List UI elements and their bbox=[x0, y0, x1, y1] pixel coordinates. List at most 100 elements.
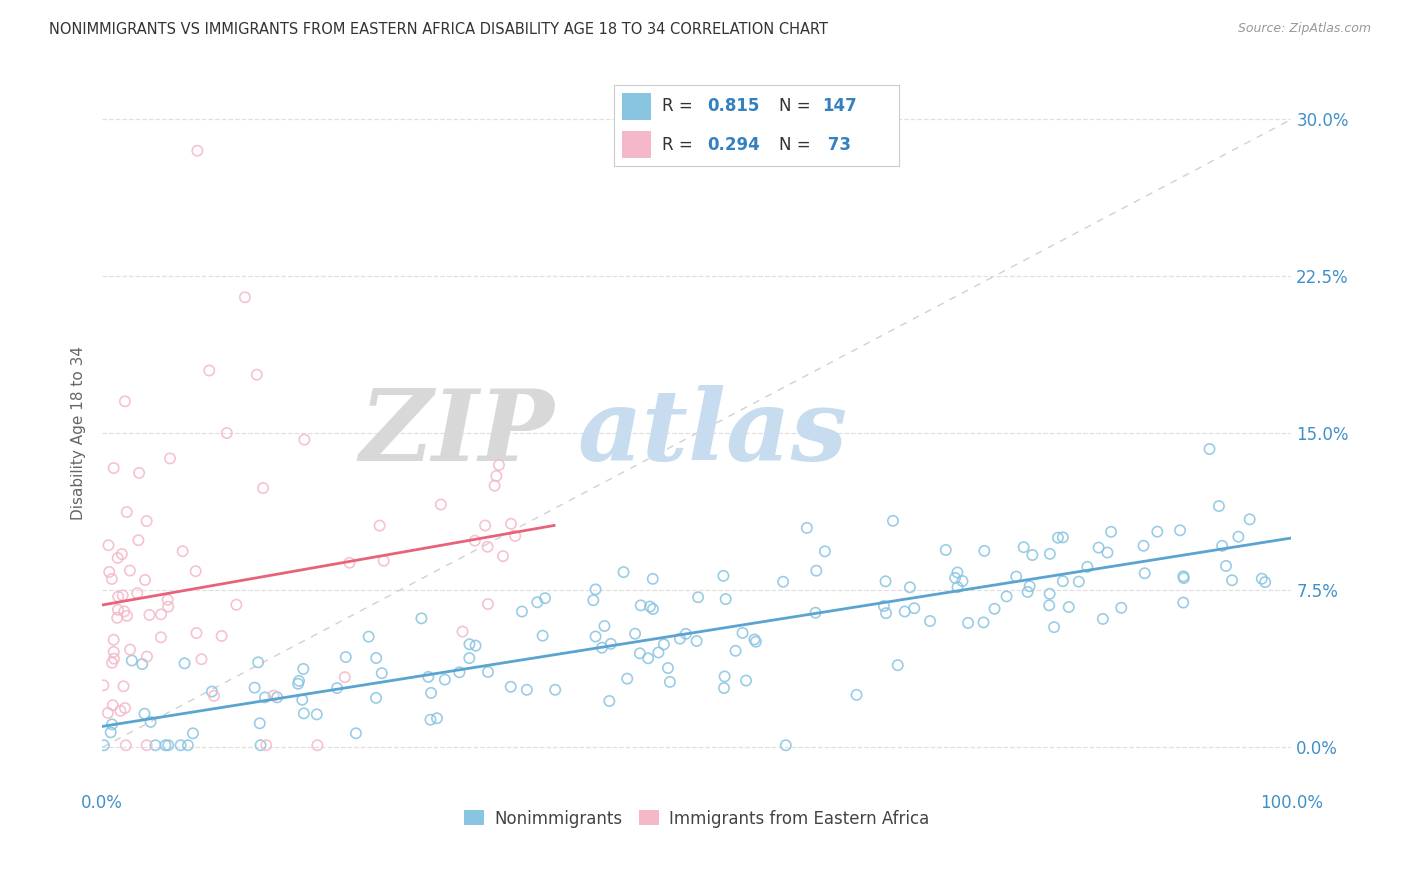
Point bbox=[98, 565, 121, 579]
Point bbox=[952, 574, 974, 588]
Point bbox=[1211, 539, 1233, 553]
Point bbox=[1250, 572, 1272, 586]
Point bbox=[114, 394, 136, 409]
Point bbox=[1109, 600, 1132, 615]
Point bbox=[1087, 541, 1109, 555]
Point bbox=[1220, 574, 1243, 588]
Point bbox=[1012, 540, 1035, 554]
Point bbox=[630, 599, 652, 613]
Point bbox=[875, 574, 897, 589]
Point bbox=[887, 658, 910, 673]
Point bbox=[1168, 524, 1191, 538]
Point bbox=[266, 690, 288, 705]
Point bbox=[713, 681, 735, 695]
Point bbox=[101, 572, 124, 586]
Point bbox=[873, 599, 896, 613]
Point bbox=[946, 566, 969, 580]
Point bbox=[477, 540, 499, 554]
Point bbox=[426, 711, 449, 725]
Point bbox=[638, 599, 661, 614]
Point bbox=[1039, 547, 1062, 561]
Point bbox=[373, 554, 395, 568]
Y-axis label: Disability Age 18 to 34: Disability Age 18 to 34 bbox=[72, 346, 86, 520]
Point bbox=[1208, 499, 1230, 513]
Point bbox=[503, 529, 526, 543]
Point bbox=[657, 661, 679, 675]
Point bbox=[121, 653, 143, 667]
Point bbox=[616, 672, 638, 686]
Point bbox=[1052, 530, 1074, 544]
Point bbox=[898, 580, 921, 594]
Point bbox=[1067, 574, 1090, 589]
Point bbox=[111, 588, 134, 602]
Point bbox=[93, 678, 115, 692]
Point bbox=[1052, 574, 1074, 589]
Point bbox=[943, 571, 966, 585]
Point bbox=[658, 674, 681, 689]
Text: ZIP: ZIP bbox=[359, 385, 554, 482]
Point bbox=[107, 550, 129, 565]
Point bbox=[157, 599, 180, 614]
Point bbox=[344, 726, 367, 740]
Point bbox=[357, 630, 380, 644]
Point bbox=[1173, 571, 1195, 585]
Point bbox=[112, 679, 135, 693]
Point bbox=[420, 686, 443, 700]
Point bbox=[202, 689, 225, 703]
Point bbox=[114, 701, 136, 715]
Point bbox=[127, 586, 149, 600]
Point bbox=[307, 738, 329, 752]
Point bbox=[368, 518, 391, 533]
Point bbox=[1021, 548, 1043, 562]
Point bbox=[326, 681, 349, 695]
Point bbox=[105, 611, 128, 625]
Point bbox=[134, 706, 156, 721]
Point bbox=[93, 738, 115, 752]
Point bbox=[115, 738, 138, 752]
Point bbox=[249, 716, 271, 731]
Point bbox=[181, 726, 204, 740]
Point bbox=[366, 651, 388, 665]
Point bbox=[724, 644, 747, 658]
Point bbox=[139, 714, 162, 729]
Point bbox=[112, 604, 135, 618]
Point bbox=[198, 363, 221, 377]
Point bbox=[534, 591, 557, 606]
Point bbox=[120, 642, 142, 657]
Point bbox=[339, 556, 361, 570]
Point bbox=[591, 640, 613, 655]
Point bbox=[254, 738, 277, 752]
Point bbox=[115, 505, 138, 519]
Point bbox=[159, 451, 181, 466]
Point bbox=[1097, 545, 1119, 559]
Point bbox=[1057, 600, 1080, 615]
Point bbox=[845, 688, 868, 702]
Point bbox=[1005, 569, 1028, 583]
Point bbox=[118, 564, 141, 578]
Point bbox=[647, 645, 669, 659]
Point bbox=[215, 425, 238, 440]
Point bbox=[477, 597, 499, 611]
Point bbox=[291, 693, 314, 707]
Point bbox=[1038, 599, 1060, 613]
Point bbox=[882, 514, 904, 528]
Point bbox=[225, 598, 247, 612]
Point bbox=[333, 670, 356, 684]
Point bbox=[516, 682, 538, 697]
Point bbox=[669, 632, 692, 646]
Point bbox=[246, 368, 269, 382]
Point bbox=[263, 689, 285, 703]
Point bbox=[735, 673, 758, 688]
Point bbox=[531, 629, 554, 643]
Point bbox=[637, 651, 659, 665]
Point bbox=[714, 592, 737, 607]
Point bbox=[253, 690, 276, 705]
Point bbox=[101, 698, 124, 713]
Point bbox=[97, 706, 120, 720]
Point bbox=[474, 518, 496, 533]
Point bbox=[107, 590, 129, 604]
Text: NONIMMIGRANTS VS IMMIGRANTS FROM EASTERN AFRICA DISABILITY AGE 18 TO 34 CORRELAT: NONIMMIGRANTS VS IMMIGRANTS FROM EASTERN… bbox=[49, 22, 828, 37]
Point bbox=[136, 649, 159, 664]
Point bbox=[169, 738, 191, 752]
Point bbox=[135, 738, 157, 752]
